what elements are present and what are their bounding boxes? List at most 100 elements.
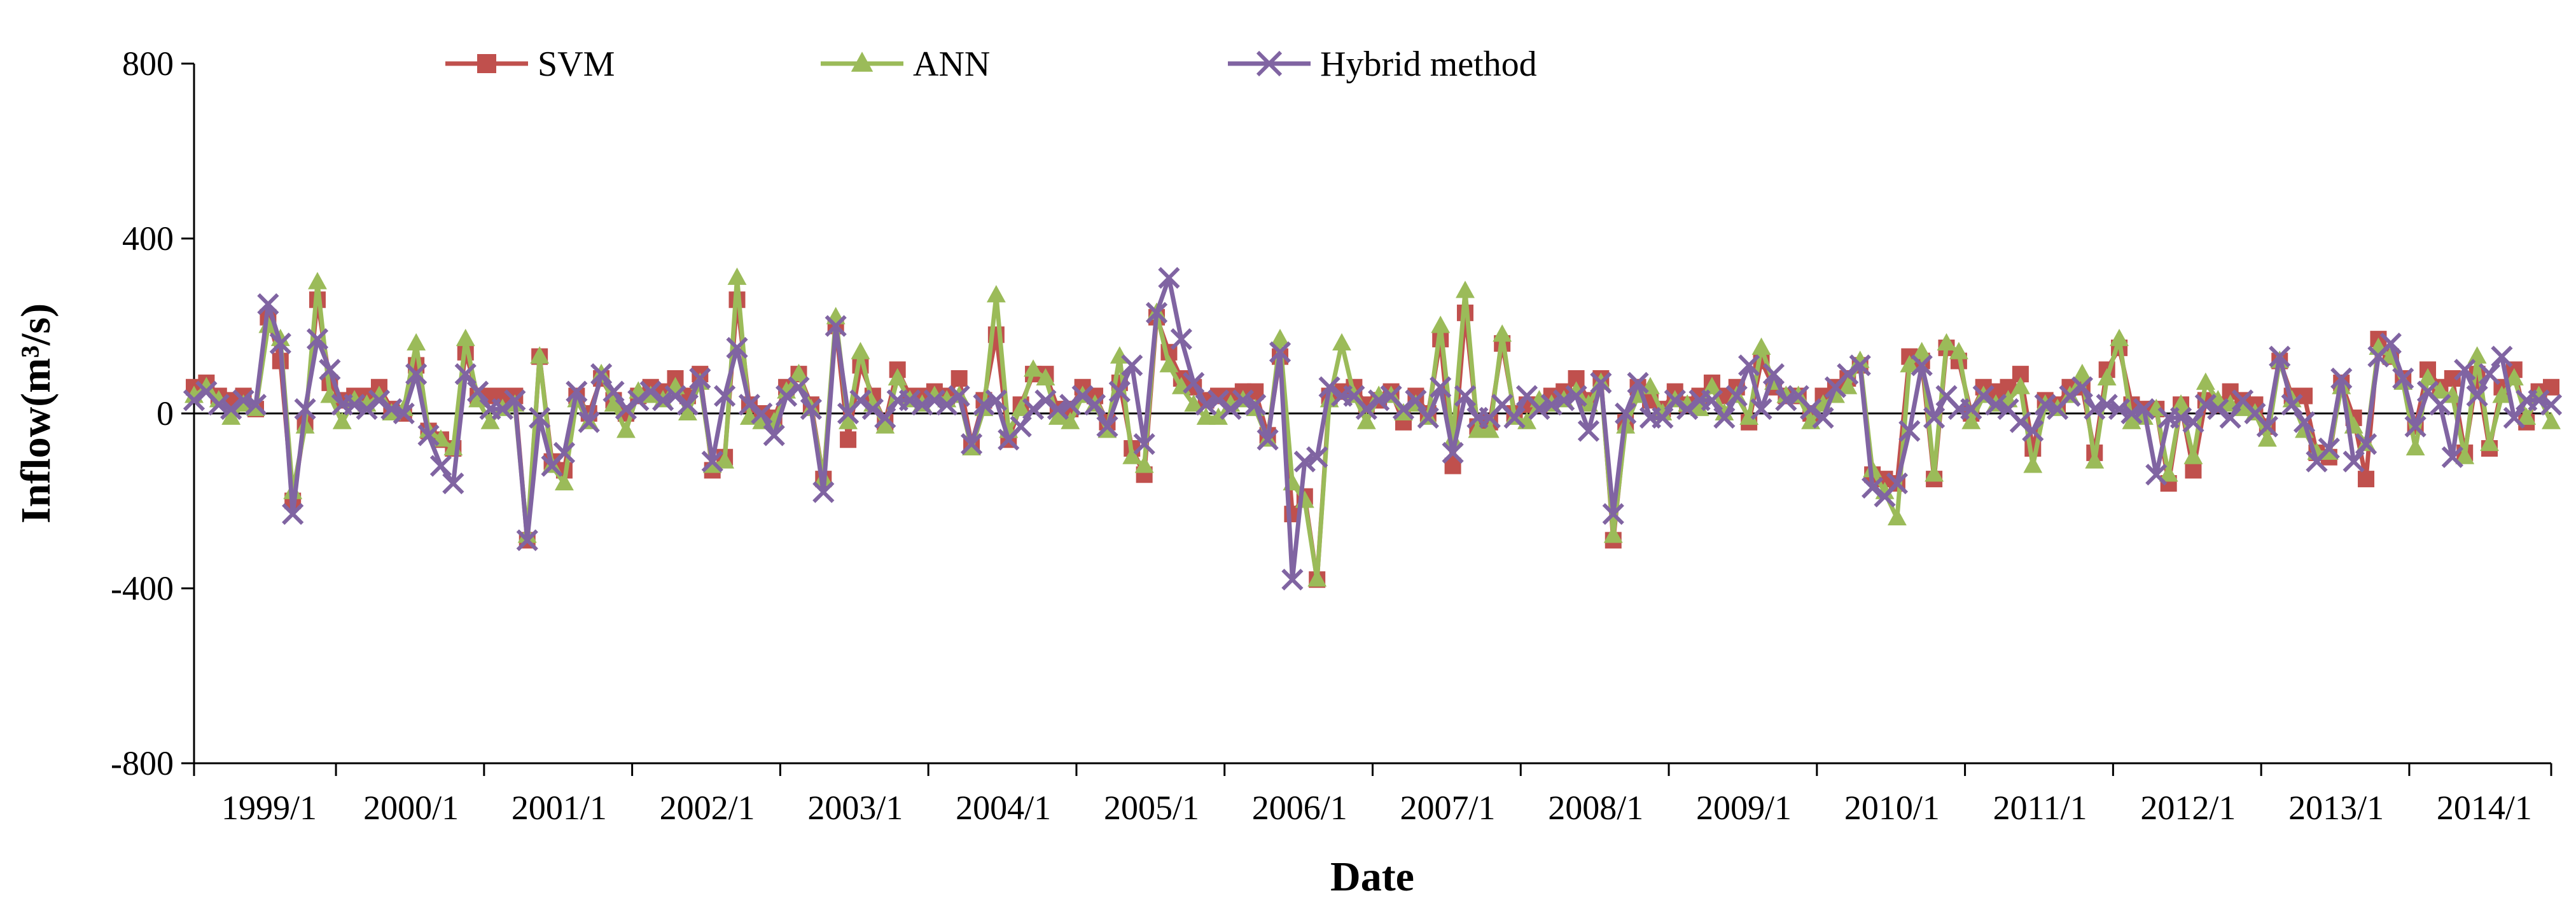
- data-point: [2454, 359, 2476, 381]
- data-point: [1368, 389, 1390, 412]
- data-point: [1923, 406, 1946, 429]
- data-point: [875, 416, 895, 434]
- data-point: [578, 411, 600, 433]
- data-point: [467, 380, 489, 403]
- data-point: [651, 389, 674, 412]
- data-point: [789, 363, 809, 382]
- data-point: [2022, 420, 2044, 442]
- data-point: [2183, 447, 2203, 464]
- data-point: [1627, 371, 1649, 394]
- data-point: [1762, 363, 1785, 385]
- data-point: [1838, 377, 1858, 394]
- y-tick-label: 0: [157, 394, 174, 433]
- data-point: [2467, 346, 2487, 364]
- data-point: [1503, 406, 1526, 429]
- data-point: [2504, 368, 2524, 386]
- data-point: [1355, 398, 1377, 420]
- data-point: [454, 363, 477, 385]
- data-point: [849, 389, 872, 412]
- data-point: [936, 394, 958, 416]
- data-point: [1108, 380, 1131, 403]
- data-point: [491, 398, 514, 420]
- data-point: [1417, 406, 1439, 429]
- data-point: [1739, 407, 1759, 425]
- data-point: [2059, 385, 2081, 407]
- data-point: [1690, 398, 1709, 417]
- data-point: [1900, 355, 1919, 373]
- data-point: [1850, 350, 1870, 368]
- data-point: [2392, 367, 2414, 390]
- data-point: [1121, 354, 1143, 377]
- data-point: [1800, 398, 1822, 420]
- data-point: [1912, 342, 1932, 359]
- data-point: [356, 398, 378, 420]
- data-point: [1911, 354, 1933, 377]
- x-tick-label: 1999/1: [221, 789, 317, 827]
- data-point: [1159, 355, 1179, 373]
- data-point: [221, 407, 241, 425]
- data-point: [1602, 503, 1624, 525]
- data-point: [2441, 446, 2463, 468]
- data-point: [1887, 508, 1907, 526]
- data-point: [689, 367, 711, 390]
- data-point: [2159, 464, 2178, 482]
- data-point: [1281, 569, 1304, 591]
- data-point: [627, 389, 650, 412]
- data-point: [1886, 472, 1909, 495]
- data-point: [1158, 267, 1180, 289]
- data-point: [2528, 389, 2550, 412]
- data-point: [2120, 402, 2143, 425]
- data-point: [851, 342, 870, 359]
- data-point: [1306, 446, 1328, 468]
- data-point: [1271, 328, 1290, 347]
- data-point: [715, 451, 735, 469]
- data-point: [1861, 476, 1884, 499]
- data-point: [417, 424, 440, 447]
- data-point: [2404, 415, 2426, 438]
- data-point: [763, 424, 785, 447]
- data-point: [294, 398, 316, 420]
- data-point: [2257, 429, 2277, 447]
- data-point: [2084, 398, 2106, 420]
- data-point: [1702, 377, 1722, 394]
- data-point: [232, 389, 254, 412]
- data-point: [566, 380, 588, 403]
- data-point: [282, 503, 304, 525]
- x-tick-label: 2003/1: [807, 789, 903, 827]
- data-point: [1122, 447, 1142, 464]
- data-point: [713, 385, 736, 407]
- data-point: [1134, 455, 1154, 473]
- x-tick-label: 2010/1: [1844, 789, 1940, 827]
- data-point: [2122, 412, 2141, 429]
- series-layer: [183, 267, 2563, 591]
- y-tick-label: -400: [111, 569, 174, 607]
- data-point: [529, 406, 551, 429]
- data-point: [2455, 447, 2475, 464]
- data-point: [2480, 433, 2499, 452]
- data-point: [2182, 411, 2204, 433]
- legend-item: SVM: [445, 45, 615, 84]
- data-point: [1431, 315, 1451, 333]
- data-point: [429, 455, 452, 477]
- data-point: [639, 380, 662, 403]
- data-point: [973, 394, 995, 416]
- data-point: [1430, 376, 1452, 398]
- legend-label: SVM: [538, 45, 615, 84]
- data-point: [1984, 394, 2007, 416]
- data-point: [1096, 415, 1118, 438]
- data-point: [1209, 407, 1228, 425]
- data-point: [1244, 394, 1267, 416]
- data-point: [1565, 385, 1587, 407]
- data-point: [615, 398, 637, 420]
- data-point: [2343, 450, 2365, 473]
- data-point: [1232, 389, 1254, 412]
- data-point: [726, 336, 748, 359]
- data-point: [1318, 376, 1340, 398]
- data-point: [1676, 398, 1699, 420]
- data-point: [1849, 354, 1871, 377]
- x-tick-label: 2008/1: [1548, 789, 1643, 827]
- data-point: [269, 332, 291, 355]
- data-point: [2466, 385, 2488, 407]
- data-point: [1454, 385, 1477, 407]
- data-point: [2169, 406, 2192, 429]
